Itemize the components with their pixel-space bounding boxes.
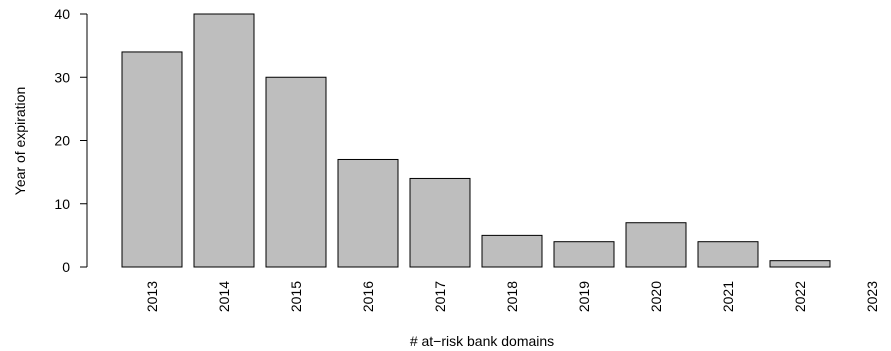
bar-2022 [769, 260, 831, 268]
x-tick-label-2023: 2023 [864, 281, 880, 312]
x-axis-title: # at−risk bank domains [410, 333, 554, 349]
x-tick-label-2021: 2021 [720, 281, 736, 312]
x-tick-label-2017: 2017 [432, 281, 448, 312]
x-tick-label-2015: 2015 [288, 281, 304, 312]
y-tick-label: 40 [54, 6, 70, 22]
y-axis-title: Year of expiration [12, 87, 28, 195]
x-tick-label-2018: 2018 [504, 281, 520, 312]
y-axis: 0 10 20 30 40 [54, 6, 88, 275]
x-tick-label-2022: 2022 [792, 281, 808, 312]
x-tick-label-2016: 2016 [360, 281, 376, 312]
y-tick-label: 20 [54, 133, 70, 149]
bar-2019 [553, 241, 615, 268]
y-tick-label: 10 [54, 196, 70, 212]
bar-2016 [337, 158, 399, 268]
x-tick-label-2014: 2014 [216, 281, 232, 312]
bars [121, 13, 831, 268]
bar-2020 [625, 222, 687, 268]
bar-2014 [193, 13, 255, 268]
bar-2021 [697, 241, 759, 268]
bar-2017 [409, 177, 471, 268]
x-tick-label-2020: 2020 [648, 281, 664, 312]
y-tick-label: 0 [62, 259, 70, 275]
bar-2013 [121, 51, 183, 268]
x-tick-label-2013: 2013 [144, 281, 160, 312]
bar-2018 [481, 234, 543, 268]
x-tick-label-2019: 2019 [576, 281, 592, 312]
x-tick-labels: 2013 2014 2015 2016 2017 2018 2019 2020 2021 2022… [144, 281, 880, 312]
y-tick-label: 30 [54, 69, 70, 85]
bar-2015 [265, 76, 327, 268]
